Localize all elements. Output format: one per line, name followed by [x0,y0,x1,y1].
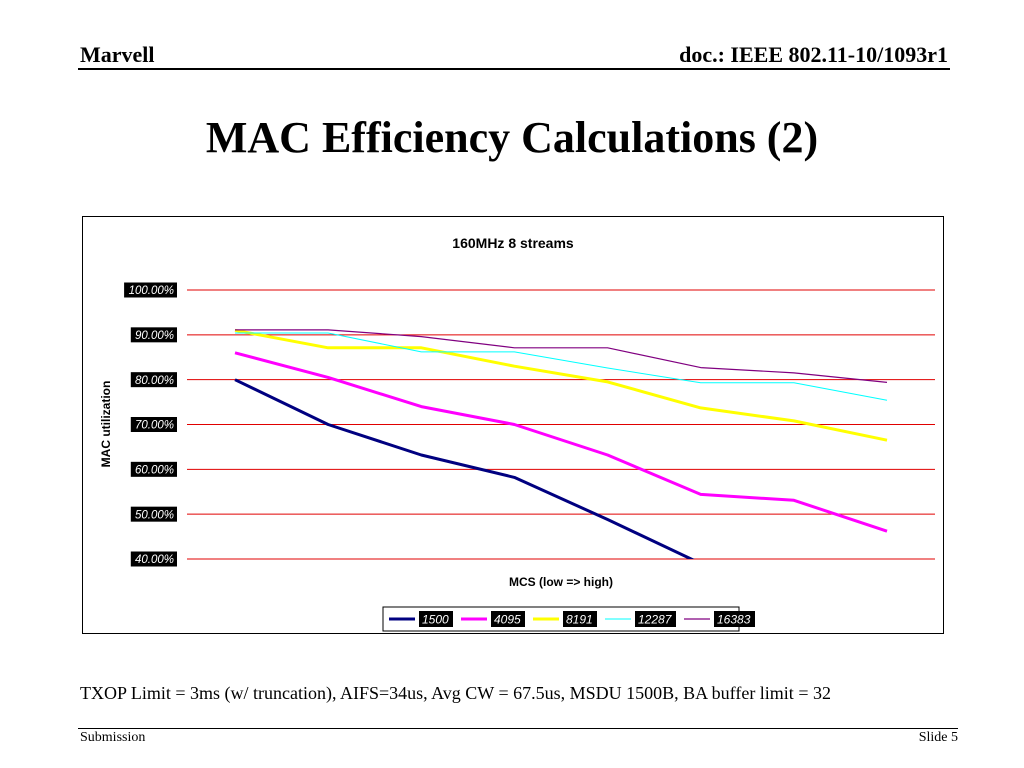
chart-frame: 160MHz 8 streams 40.00% 50.00% 60.00% 70.00%… [82,216,944,634]
y-tick-label: 90.00% [135,330,174,342]
legend-label: 16383 [717,612,751,626]
legend-label-bg [635,611,676,627]
legend-label-bg [563,611,597,627]
chart-caption: TXOP Limit = 3ms (w/ truncation), AIFS=3… [80,683,831,703]
series-line-16383 [235,329,888,383]
y-tick-label-bg [124,282,177,298]
legend-label: 1500 [422,612,449,626]
header-document-id: doc.: IEEE 802.11-10/1093r1 [679,42,948,67]
legend-label: 12287 [638,612,673,626]
y-axis-label: MAC utilization [99,381,113,468]
line-chart: 160MHz 8 streams 40.00% 50.00% 60.00% 70.00%… [99,235,935,632]
y-tick-label: 60.00% [135,465,174,477]
series-line-8191 [234,328,888,442]
y-tick-label: 100.00% [129,285,174,297]
legend-label-bg [419,611,453,627]
y-tick-label-bg [130,506,177,522]
y-tick-label-bg [130,372,177,388]
series-line-1500 [234,378,695,559]
y-tick-label-bg [130,417,177,432]
y-tick-label-bg [130,551,177,567]
y-tick-label-bg [130,461,177,477]
header-rule [78,68,950,70]
legend-label: 4095 [494,612,521,626]
footer-rule [78,728,958,729]
y-tick-label: 40.00% [135,554,174,566]
y-tick-label: 70.00% [135,420,174,432]
footer-label: Submission [80,730,146,745]
slide-title: MAC Efficiency Calculations (2) [205,113,819,162]
y-tick-label: 80.00% [135,375,174,387]
chart-title: 160MHz 8 streams [452,235,574,251]
slide-number: Slide 5 [918,730,958,745]
legend-label-bg [491,611,525,627]
legend-label: 8191 [566,612,593,626]
series-line-4095 [234,351,888,533]
y-tick-label: 50.00% [135,509,174,521]
x-axis-label: MCS (low => high) [509,575,613,589]
header-organization: Marvell [80,42,155,67]
legend-label-bg [714,611,755,627]
y-tick-label-bg [130,327,177,343]
series-line-12287 [235,332,888,401]
